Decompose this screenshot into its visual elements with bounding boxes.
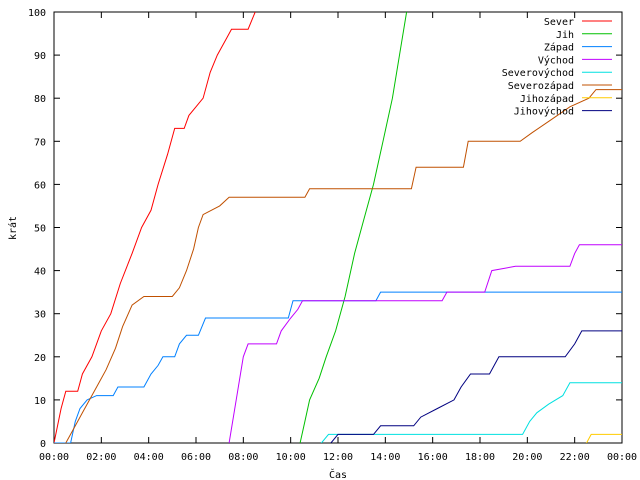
x-tick-label: 04:00: [134, 452, 164, 463]
x-tick-label: 18:00: [465, 452, 495, 463]
y-tick-label: 30: [34, 310, 46, 321]
x-tick-label: 16:00: [418, 452, 448, 463]
y-tick-label: 10: [34, 396, 46, 407]
y-tick-label: 70: [34, 137, 46, 148]
y-tick-label: 50: [34, 224, 46, 235]
y-tick-label: 0: [40, 439, 46, 450]
axis-ticks: 0 10 20 30 40 50 60 70 80 90 100 00:00 02:00 04:00 06:…: [28, 8, 637, 463]
y-tick-label: 60: [34, 180, 46, 191]
series-line-jihozapad: [586, 433, 622, 443]
series-line-zapad: [54, 291, 622, 443]
x-tick-label: 22:00: [560, 452, 590, 463]
y-tick-label: 20: [34, 353, 46, 364]
y-tick-label: 80: [34, 94, 46, 105]
legend-label-jihozapad: Jihozápad: [520, 93, 574, 105]
series-line-jih: [299, 12, 408, 443]
legend-label-jihovychod: Jihovýchod: [514, 106, 574, 118]
legend-label-vychod: Východ: [538, 54, 574, 66]
legend-label-zapad: Západ: [544, 42, 574, 54]
y-tick-label: 90: [34, 51, 46, 62]
x-axis-label: Čas: [329, 468, 347, 480]
legend-label-sever: Sever: [544, 17, 574, 28]
legend-label-jih: Jih: [556, 30, 574, 41]
series-line-severozapad: [65, 89, 622, 443]
x-tick-label: 08:00: [228, 452, 258, 463]
y-tick-label: 100: [28, 8, 46, 19]
x-tick-label: 06:00: [181, 452, 211, 463]
series-line-vychod: [228, 244, 622, 443]
legend-label-severovychod: Severovýchod: [502, 67, 574, 79]
x-tick-label: 14:00: [370, 452, 400, 463]
y-tick-label: 40: [34, 267, 46, 278]
series-line-severovychod: [321, 382, 622, 443]
series-line-sever: [54, 12, 256, 443]
x-tick-label: 02:00: [86, 452, 116, 463]
legend-label-severozapad: Severozápad: [508, 80, 574, 92]
legend: Sever JihZápadVýchodSeverovýchodSeverozáp…: [502, 17, 612, 118]
series-line-jihovychod: [330, 330, 622, 443]
series-lines: [54, 12, 622, 443]
x-tick-label: 00:00: [607, 452, 637, 463]
y-axis-label: krát: [7, 216, 19, 240]
x-tick-label: 20:00: [512, 452, 542, 463]
x-tick-label: 10:00: [276, 452, 306, 463]
x-tick-label: 00:00: [39, 452, 69, 463]
x-tick-label: 12:00: [323, 452, 353, 463]
